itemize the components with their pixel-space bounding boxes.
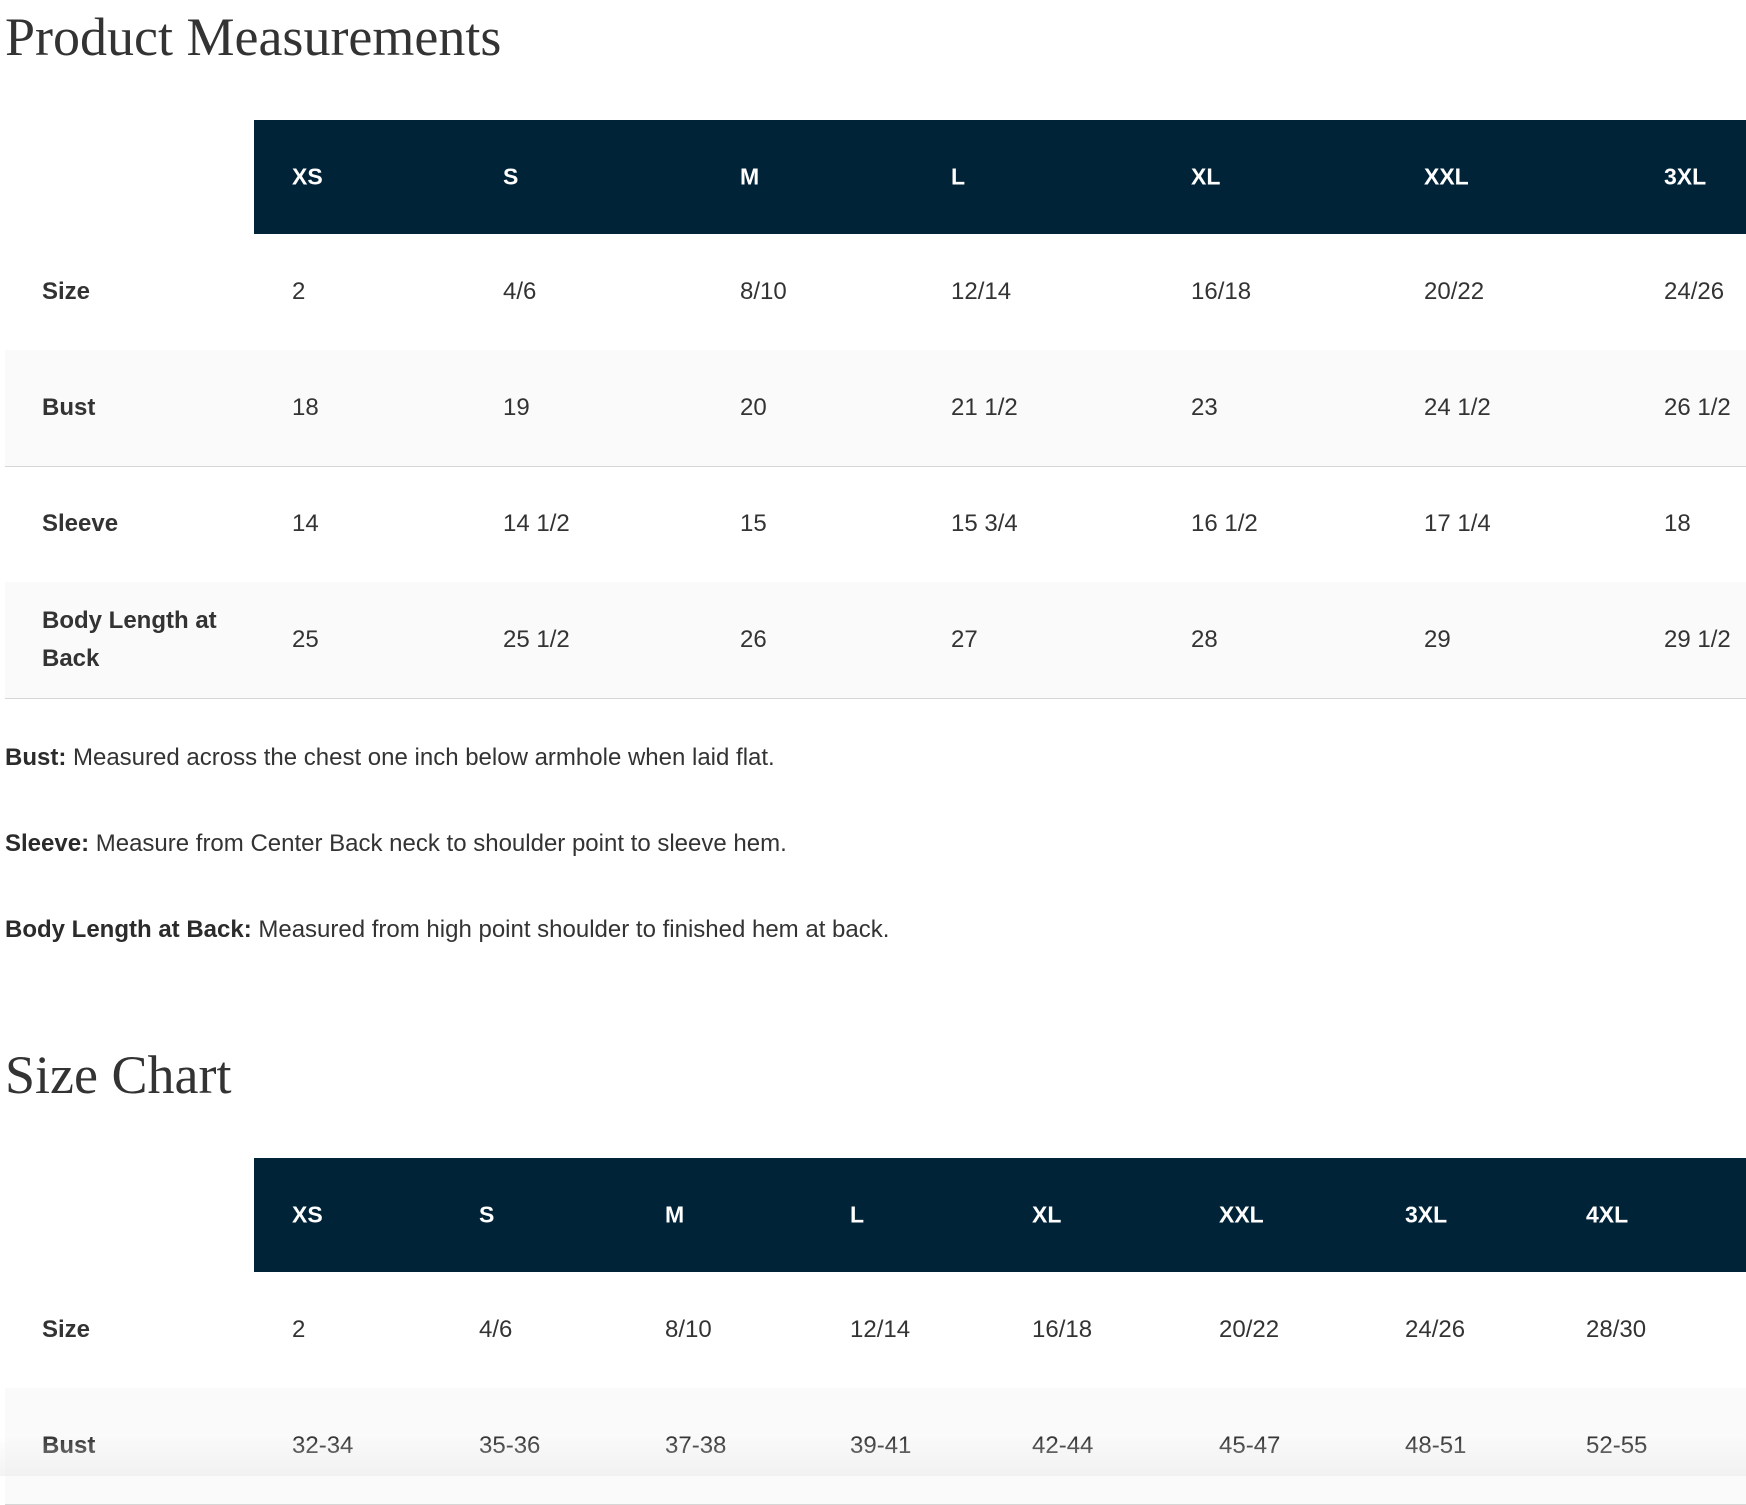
product-measurements-title: Product Measurements xyxy=(5,7,502,67)
table-cell: 25 1/2 xyxy=(503,626,570,653)
table-cell: 24/26 xyxy=(1664,278,1725,305)
table-cell: 19 xyxy=(503,394,530,421)
table-cell: 15 xyxy=(740,510,767,537)
row-label: Sleeve xyxy=(42,510,119,537)
column-header: M xyxy=(740,163,760,190)
table-cell: 14 1/2 xyxy=(503,510,570,537)
column-header: S xyxy=(479,1201,495,1228)
note-1: Sleeve: Measure from Center Back neck to… xyxy=(5,830,787,858)
column-header: M xyxy=(665,1201,685,1228)
table-cell: 2 xyxy=(292,278,306,305)
size-chart-title: Size Chart xyxy=(5,1045,232,1105)
table-cell: 15 3/4 xyxy=(951,510,1018,537)
column-header: XS xyxy=(292,1201,323,1228)
column-header: XXL xyxy=(1219,1201,1264,1228)
column-header: 4XL xyxy=(1586,1201,1629,1228)
note-0: Bust: Measured across the chest one inch… xyxy=(5,744,775,772)
note-text: Measured across the chest one inch below… xyxy=(66,744,775,771)
table-row: Body Length at Back 25 25 1/2 26 27 28 29 29 1/… xyxy=(5,582,1746,699)
table-cell: 12/14 xyxy=(850,1316,911,1343)
table-cell: 16/18 xyxy=(1191,278,1252,305)
note-term: Bust: xyxy=(5,744,67,771)
column-header: XXL xyxy=(1424,163,1469,190)
table-header-row: XS S M L XL XXL 3XL xyxy=(254,120,1746,234)
table-cell: 28/30 xyxy=(1586,1316,1647,1343)
table-cell: 29 1/2 xyxy=(1664,626,1731,653)
table-cell: 20/22 xyxy=(1424,278,1485,305)
table-cell: 24 1/2 xyxy=(1424,394,1491,421)
table-row: Size 2 4/6 8/10 12/14 16/18 20/22 24/26 xyxy=(5,234,1746,351)
table-cell: 23 xyxy=(1191,394,1218,421)
row-label: Size xyxy=(42,1316,91,1343)
column-header: 3XL xyxy=(1664,163,1707,190)
table-cell: 20 xyxy=(740,394,767,421)
table-cell: 16 1/2 xyxy=(1191,510,1258,537)
table-cell: 17 1/4 xyxy=(1424,510,1491,537)
table-cell: 12/14 xyxy=(951,278,1012,305)
table-cell: 24/26 xyxy=(1405,1316,1466,1343)
row-label: Body Length at Back xyxy=(42,607,217,672)
row-label: Bust xyxy=(42,394,96,421)
column-header: XS xyxy=(292,163,323,190)
column-header: 3XL xyxy=(1405,1201,1448,1228)
table-cell: 29 xyxy=(1424,626,1451,653)
table-cell: 2 xyxy=(292,1316,306,1343)
table-cell: 25 xyxy=(292,626,319,653)
table-cell: 26 xyxy=(740,626,767,653)
table-cell: 27 xyxy=(951,626,978,653)
column-header: L xyxy=(951,163,966,190)
table-cell: 18 xyxy=(1664,510,1691,537)
table-row: Size 2 4/6 8/10 12/14 16/18 20/22 24/26 28/30 xyxy=(5,1272,1746,1389)
table-header-row: XS S M L XL XXL 3XL 4XL xyxy=(254,1158,1746,1272)
note-term: Body Length at Back: xyxy=(5,916,252,943)
column-header: L xyxy=(850,1201,865,1228)
table-cell: 26 1/2 xyxy=(1664,394,1731,421)
table-row: Sleeve 14 14 1/2 15 15 3/4 16 1/2 17 1/4 18 xyxy=(5,466,1746,583)
row-label: Size xyxy=(42,278,91,305)
column-header: XL xyxy=(1032,1201,1062,1228)
note-2: Body Length at Back: Measured from high … xyxy=(5,916,889,944)
table-cell: 8/10 xyxy=(665,1316,712,1343)
scroll-fade xyxy=(0,1436,1746,1476)
table-row: Bust 18 19 20 21 1/2 23 24 1/2 26 1/2 xyxy=(5,350,1746,467)
table-cell: 4/6 xyxy=(503,278,537,305)
table-cell: 4/6 xyxy=(479,1316,513,1343)
table-cell: 14 xyxy=(292,510,319,537)
table-cell: 21 1/2 xyxy=(951,394,1018,421)
note-term: Sleeve: xyxy=(5,830,90,857)
table-cell: 28 xyxy=(1191,626,1218,653)
table-cell: 8/10 xyxy=(740,278,787,305)
column-header: XL xyxy=(1191,163,1221,190)
table-cell: 18 xyxy=(292,394,319,421)
column-header: S xyxy=(503,163,519,190)
note-text: Measure from Center Back neck to shoulde… xyxy=(89,830,787,857)
note-text: Measured from high point shoulder to fin… xyxy=(251,916,890,943)
table-cell: 16/18 xyxy=(1032,1316,1093,1343)
table-cell: 20/22 xyxy=(1219,1316,1280,1343)
